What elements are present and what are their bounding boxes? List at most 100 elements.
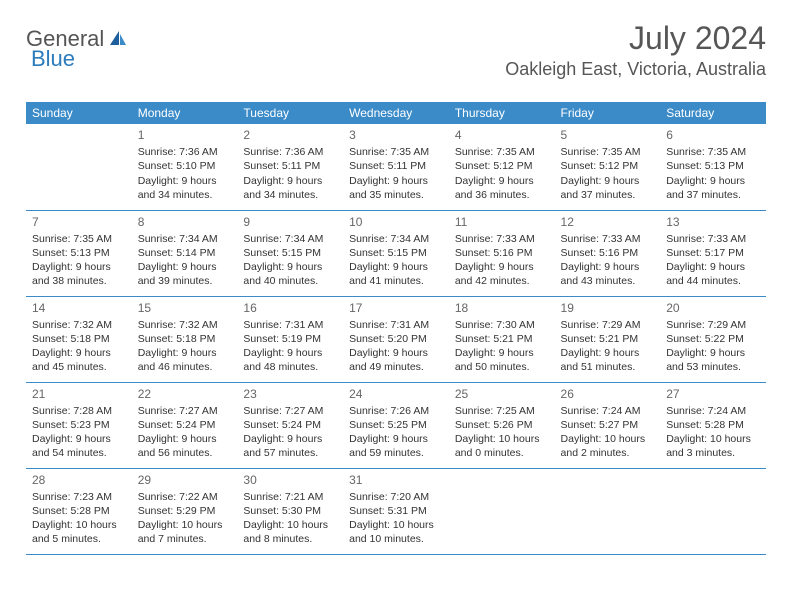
daylight-line: Daylight: 9 hours and 43 minutes.: [561, 260, 655, 288]
daylight-line: Daylight: 9 hours and 37 minutes.: [561, 174, 655, 202]
calendar-day-cell: 14Sunrise: 7:32 AMSunset: 5:18 PMDayligh…: [26, 296, 132, 382]
calendar-week-row: 21Sunrise: 7:28 AMSunset: 5:23 PMDayligh…: [26, 382, 766, 468]
sunrise-line: Sunrise: 7:27 AM: [243, 404, 337, 418]
sunrise-line: Sunrise: 7:35 AM: [561, 145, 655, 159]
calendar-day-cell: 18Sunrise: 7:30 AMSunset: 5:21 PMDayligh…: [449, 296, 555, 382]
calendar-day-cell: 25Sunrise: 7:25 AMSunset: 5:26 PMDayligh…: [449, 382, 555, 468]
day-number: 18: [455, 300, 549, 316]
calendar-day-cell: [660, 468, 766, 554]
calendar-day-cell: 22Sunrise: 7:27 AMSunset: 5:24 PMDayligh…: [132, 382, 238, 468]
sunrise-line: Sunrise: 7:35 AM: [32, 232, 126, 246]
sunset-line: Sunset: 5:12 PM: [561, 159, 655, 173]
sunset-line: Sunset: 5:22 PM: [666, 332, 760, 346]
sunrise-line: Sunrise: 7:23 AM: [32, 490, 126, 504]
daylight-line: Daylight: 9 hours and 51 minutes.: [561, 346, 655, 374]
calendar-day-cell: 4Sunrise: 7:35 AMSunset: 5:12 PMDaylight…: [449, 124, 555, 210]
calendar-day-cell: 17Sunrise: 7:31 AMSunset: 5:20 PMDayligh…: [343, 296, 449, 382]
page: General July 2024 Oakleigh East, Victori…: [0, 0, 792, 565]
calendar-day-cell: 27Sunrise: 7:24 AMSunset: 5:28 PMDayligh…: [660, 382, 766, 468]
day-header-row: Sunday Monday Tuesday Wednesday Thursday…: [26, 102, 766, 124]
sunset-line: Sunset: 5:24 PM: [138, 418, 232, 432]
day-header: Tuesday: [237, 102, 343, 124]
day-number: 7: [32, 214, 126, 230]
daylight-line: Daylight: 10 hours and 8 minutes.: [243, 518, 337, 546]
calendar-day-cell: [449, 468, 555, 554]
sunset-line: Sunset: 5:14 PM: [138, 246, 232, 260]
sunset-line: Sunset: 5:11 PM: [243, 159, 337, 173]
daylight-line: Daylight: 10 hours and 3 minutes.: [666, 432, 760, 460]
daylight-line: Daylight: 9 hours and 37 minutes.: [666, 174, 760, 202]
sunrise-line: Sunrise: 7:24 AM: [561, 404, 655, 418]
header: General July 2024 Oakleigh East, Victori…: [26, 20, 766, 80]
day-number: 29: [138, 472, 232, 488]
day-number: 30: [243, 472, 337, 488]
header-right: July 2024 Oakleigh East, Victoria, Austr…: [505, 20, 766, 80]
sunset-line: Sunset: 5:28 PM: [32, 504, 126, 518]
calendar-week-row: 1Sunrise: 7:36 AMSunset: 5:10 PMDaylight…: [26, 124, 766, 210]
sunrise-line: Sunrise: 7:35 AM: [666, 145, 760, 159]
calendar-day-cell: 9Sunrise: 7:34 AMSunset: 5:15 PMDaylight…: [237, 210, 343, 296]
sunrise-line: Sunrise: 7:33 AM: [455, 232, 549, 246]
calendar-table: Sunday Monday Tuesday Wednesday Thursday…: [26, 102, 766, 555]
logo-text-blue: Blue: [31, 46, 75, 71]
day-number: 28: [32, 472, 126, 488]
calendar-day-cell: 12Sunrise: 7:33 AMSunset: 5:16 PMDayligh…: [555, 210, 661, 296]
sunset-line: Sunset: 5:21 PM: [561, 332, 655, 346]
calendar-day-cell: 16Sunrise: 7:31 AMSunset: 5:19 PMDayligh…: [237, 296, 343, 382]
calendar-week-row: 7Sunrise: 7:35 AMSunset: 5:13 PMDaylight…: [26, 210, 766, 296]
sunset-line: Sunset: 5:24 PM: [243, 418, 337, 432]
calendar-day-cell: 29Sunrise: 7:22 AMSunset: 5:29 PMDayligh…: [132, 468, 238, 554]
sunrise-line: Sunrise: 7:25 AM: [455, 404, 549, 418]
day-number: 19: [561, 300, 655, 316]
calendar-day-cell: 1Sunrise: 7:36 AMSunset: 5:10 PMDaylight…: [132, 124, 238, 210]
day-number: 1: [138, 127, 232, 143]
daylight-line: Daylight: 9 hours and 50 minutes.: [455, 346, 549, 374]
calendar-day-cell: 23Sunrise: 7:27 AMSunset: 5:24 PMDayligh…: [237, 382, 343, 468]
daylight-line: Daylight: 9 hours and 39 minutes.: [138, 260, 232, 288]
day-number: 20: [666, 300, 760, 316]
sunset-line: Sunset: 5:31 PM: [349, 504, 443, 518]
day-number: 14: [32, 300, 126, 316]
location: Oakleigh East, Victoria, Australia: [505, 59, 766, 80]
sunset-line: Sunset: 5:12 PM: [455, 159, 549, 173]
sunrise-line: Sunrise: 7:34 AM: [138, 232, 232, 246]
calendar-day-cell: 26Sunrise: 7:24 AMSunset: 5:27 PMDayligh…: [555, 382, 661, 468]
daylight-line: Daylight: 10 hours and 10 minutes.: [349, 518, 443, 546]
daylight-line: Daylight: 9 hours and 45 minutes.: [32, 346, 126, 374]
daylight-line: Daylight: 9 hours and 35 minutes.: [349, 174, 443, 202]
sunset-line: Sunset: 5:19 PM: [243, 332, 337, 346]
day-header: Thursday: [449, 102, 555, 124]
sunrise-line: Sunrise: 7:30 AM: [455, 318, 549, 332]
sunrise-line: Sunrise: 7:31 AM: [243, 318, 337, 332]
day-number: 10: [349, 214, 443, 230]
sunrise-line: Sunrise: 7:32 AM: [138, 318, 232, 332]
calendar-day-cell: 20Sunrise: 7:29 AMSunset: 5:22 PMDayligh…: [660, 296, 766, 382]
calendar-day-cell: 11Sunrise: 7:33 AMSunset: 5:16 PMDayligh…: [449, 210, 555, 296]
day-number: 24: [349, 386, 443, 402]
day-number: 31: [349, 472, 443, 488]
day-number: 9: [243, 214, 337, 230]
daylight-line: Daylight: 9 hours and 56 minutes.: [138, 432, 232, 460]
calendar-day-cell: 19Sunrise: 7:29 AMSunset: 5:21 PMDayligh…: [555, 296, 661, 382]
day-number: 26: [561, 386, 655, 402]
sunset-line: Sunset: 5:15 PM: [243, 246, 337, 260]
sunrise-line: Sunrise: 7:28 AM: [32, 404, 126, 418]
sunrise-line: Sunrise: 7:35 AM: [455, 145, 549, 159]
daylight-line: Daylight: 10 hours and 7 minutes.: [138, 518, 232, 546]
sunset-line: Sunset: 5:28 PM: [666, 418, 760, 432]
calendar-day-cell: 30 Sunrise: 7:21 AMSunset: 5:30 PMDayligh…: [237, 468, 343, 554]
sunset-line: Sunset: 5:30 PM: [243, 504, 337, 518]
calendar-day-cell: [26, 124, 132, 210]
daylight-line: Daylight: 9 hours and 38 minutes.: [32, 260, 126, 288]
calendar-day-cell: 28Sunrise: 7:23 AMSunset: 5:28 PMDayligh…: [26, 468, 132, 554]
sunrise-line: Sunrise: 7:21 AM: [243, 490, 337, 504]
sunset-line: Sunset: 5:17 PM: [666, 246, 760, 260]
sunset-line: Sunset: 5:25 PM: [349, 418, 443, 432]
day-header: Sunday: [26, 102, 132, 124]
day-number: 3: [349, 127, 443, 143]
daylight-line: Daylight: 9 hours and 48 minutes.: [243, 346, 337, 374]
sunrise-line: Sunrise: 7:26 AM: [349, 404, 443, 418]
sunrise-line: Sunrise: 7:36 AM: [243, 145, 337, 159]
sunrise-line: Sunrise: 7:33 AM: [561, 232, 655, 246]
month-title: July 2024: [505, 20, 766, 57]
